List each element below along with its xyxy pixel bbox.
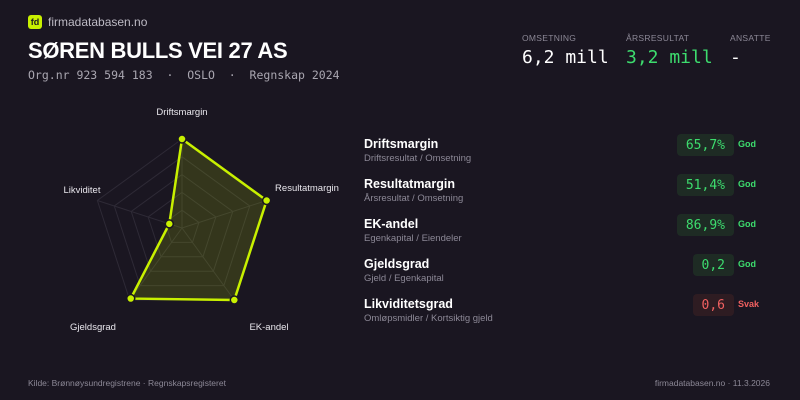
metric-desc: Årsresultat / Omsetning bbox=[364, 193, 464, 204]
metric-row: Gjeldsgrad Gjeld / Egenkapital 0,2 God bbox=[364, 254, 784, 291]
radar-axis-line bbox=[181, 227, 235, 301]
footer-source: Kilde: Brønnøysundregistrene · Regnskaps… bbox=[28, 378, 226, 388]
metric-value-badge: 86,9% bbox=[676, 214, 734, 236]
metric-row: Likviditetsgrad Omløpsmidler / Kortsikti… bbox=[364, 294, 784, 331]
metric-status: God bbox=[738, 219, 756, 229]
brand-logo[interactable]: fd firmadatabasen.no bbox=[28, 15, 147, 29]
radar-data-point bbox=[164, 219, 175, 229]
kpi-omsetning: OMSETNING 6,2 mill bbox=[522, 33, 609, 68]
radar-grid-ring bbox=[147, 191, 217, 258]
radar-axis-label: Gjeldsgrad bbox=[70, 322, 116, 333]
kpi-value: 6,2 mill bbox=[522, 47, 609, 68]
kpi-label: ÅRSRESULTAT bbox=[626, 33, 690, 43]
radar-axis-label: Likviditet bbox=[64, 185, 101, 196]
metric-value-badge: 65,7% bbox=[676, 134, 734, 156]
kpi-value: - bbox=[730, 47, 741, 68]
metric-status: God bbox=[738, 259, 756, 269]
radar-axis-label: Resultatmargin bbox=[275, 183, 339, 194]
metric-status: God bbox=[738, 179, 756, 189]
metric-desc: Egenkapital / Eiendeler bbox=[364, 233, 462, 244]
radar-data-point bbox=[229, 295, 240, 305]
metric-row: Driftsmargin Driftsresultat / Omsetning … bbox=[364, 134, 784, 171]
kpi-label: OMSETNING bbox=[522, 33, 577, 43]
metric-value-badge: 0,2 bbox=[692, 254, 734, 276]
radar-axis-label: Driftsmargin bbox=[156, 107, 207, 118]
metric-name: EK-andel bbox=[364, 217, 419, 231]
metric-status: Svak bbox=[738, 299, 760, 309]
metric-name: Gjeldsgrad bbox=[364, 257, 430, 271]
metric-desc: Omløpsmidler / Kortsiktig gjeld bbox=[364, 313, 493, 324]
radar-grid-ring bbox=[130, 173, 234, 272]
metric-name: Resultatmargin bbox=[364, 177, 455, 191]
kpi-label: ANSATTE bbox=[730, 33, 771, 43]
radar-axis-line bbox=[181, 200, 267, 229]
radar-axis-line bbox=[129, 227, 183, 301]
company-name: SØREN BULLS VEI 27 AS bbox=[28, 38, 288, 63]
metric-row: EK-andel Egenkapital / Eiendeler 86,9% G… bbox=[364, 214, 784, 251]
kpi-arsresultat: ÅRSRESULTAT 3,2 mill bbox=[626, 33, 713, 68]
footer-site: firmadatabasen.no · 11.3.2026 bbox=[654, 378, 770, 388]
radar-data-point bbox=[125, 293, 136, 304]
radar-data-point bbox=[177, 134, 187, 144]
company-subtitle: Org.nr 923 594 183 · OSLO · Regnskap 202… bbox=[28, 68, 340, 82]
metric-desc: Gjeld / Egenkapital bbox=[364, 273, 444, 284]
radar-data-area bbox=[129, 137, 268, 302]
metric-status: God bbox=[738, 139, 756, 149]
logo-mark: fd bbox=[28, 15, 42, 29]
radar-chart: Driftsmargin Resultatmargin EK-andel Gjelds… bbox=[64, 107, 339, 333]
metric-name: Driftsmargin bbox=[364, 137, 439, 151]
metric-row: Resultatmargin Årsresultat / Omsetning 5… bbox=[364, 174, 784, 211]
metric-name: Likviditetsgrad bbox=[364, 297, 453, 311]
kpi-ansatte: ANSATTE - bbox=[730, 33, 771, 68]
metric-desc: Driftsresultat / Omsetning bbox=[364, 153, 472, 164]
metric-value-badge: 51,4% bbox=[676, 174, 734, 196]
radar-axis-label: EK-andel bbox=[249, 322, 288, 333]
kpi-value: 3,2 mill bbox=[626, 47, 713, 68]
radar-grid-ring bbox=[113, 156, 251, 287]
metric-value-badge: 0,6 bbox=[692, 294, 734, 316]
brand-name: firmadatabasen.no bbox=[48, 15, 148, 29]
radar-data-point bbox=[261, 195, 272, 206]
